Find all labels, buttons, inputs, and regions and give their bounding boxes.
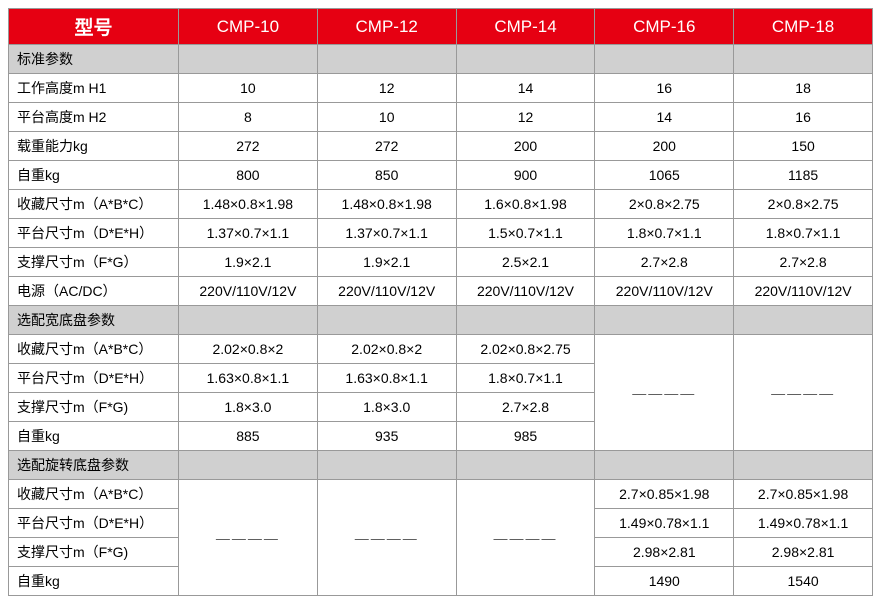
table-row: 收藏尺寸m（A*B*C）1.48×0.8×1.981.48×0.8×1.981.… — [9, 190, 873, 219]
header-row: 型号 CMP-10 CMP-12 CMP-14 CMP-16 CMP-18 — [9, 9, 873, 45]
row-label: 平台尺寸m（D*E*H） — [9, 364, 179, 393]
table-row: 平台尺寸m（D*E*H）1.37×0.7×1.11.37×0.7×1.11.5×… — [9, 219, 873, 248]
row-label: 支撑尺寸m（F*G） — [9, 248, 179, 277]
row-label: 支撑尺寸m（F*G) — [9, 393, 179, 422]
row-label: 电源（AC/DC） — [9, 277, 179, 306]
header-title: 型号 — [9, 9, 179, 45]
table-row: 收藏尺寸m（A*B*C） 2.02×0.8×2 2.02×0.8×2 2.02×… — [9, 335, 873, 364]
not-available: ———— — [456, 480, 595, 596]
section-2-title: 选配旋转底盘参数 — [9, 451, 179, 480]
table-row: 自重kg80085090010651185 — [9, 161, 873, 190]
not-available: ———— — [734, 335, 873, 451]
table-row: 电源（AC/DC）220V/110V/12V220V/110V/12V220V/… — [9, 277, 873, 306]
row-label: 收藏尺寸m（A*B*C） — [9, 335, 179, 364]
row-label: 平台尺寸m（D*E*H） — [9, 219, 179, 248]
table-row: 工作高度m H11012141618 — [9, 74, 873, 103]
model-col-3: CMP-16 — [595, 9, 734, 45]
not-available: ———— — [179, 480, 318, 596]
model-col-4: CMP-18 — [734, 9, 873, 45]
row-label: 收藏尺寸m（A*B*C） — [9, 480, 179, 509]
row-label: 平台高度m H2 — [9, 103, 179, 132]
model-col-0: CMP-10 — [179, 9, 318, 45]
not-available: ———— — [317, 480, 456, 596]
section-row: 选配宽底盘参数 — [9, 306, 873, 335]
row-label: 载重能力kg — [9, 132, 179, 161]
table-row: 载重能力kg272272200200150 — [9, 132, 873, 161]
row-label: 工作高度m H1 — [9, 74, 179, 103]
row-label: 支撑尺寸m（F*G) — [9, 538, 179, 567]
row-label: 自重kg — [9, 422, 179, 451]
row-label: 平台尺寸m（D*E*H） — [9, 509, 179, 538]
model-col-2: CMP-14 — [456, 9, 595, 45]
spec-table: 型号 CMP-10 CMP-12 CMP-14 CMP-16 CMP-18 标准… — [8, 8, 873, 596]
model-col-1: CMP-12 — [317, 9, 456, 45]
not-available: ———— — [595, 335, 734, 451]
section-row: 标准参数 — [9, 45, 873, 74]
section-0-title: 标准参数 — [9, 45, 179, 74]
row-label: 收藏尺寸m（A*B*C） — [9, 190, 179, 219]
section-row: 选配旋转底盘参数 — [9, 451, 873, 480]
table-row: 支撑尺寸m（F*G）1.9×2.11.9×2.12.5×2.12.7×2.82.… — [9, 248, 873, 277]
table-row: 平台高度m H2810121416 — [9, 103, 873, 132]
row-label: 自重kg — [9, 161, 179, 190]
row-label: 自重kg — [9, 567, 179, 596]
section-1-title: 选配宽底盘参数 — [9, 306, 179, 335]
table-row: 收藏尺寸m（A*B*C） ———— ———— ———— 2.7×0.85×1.9… — [9, 480, 873, 509]
